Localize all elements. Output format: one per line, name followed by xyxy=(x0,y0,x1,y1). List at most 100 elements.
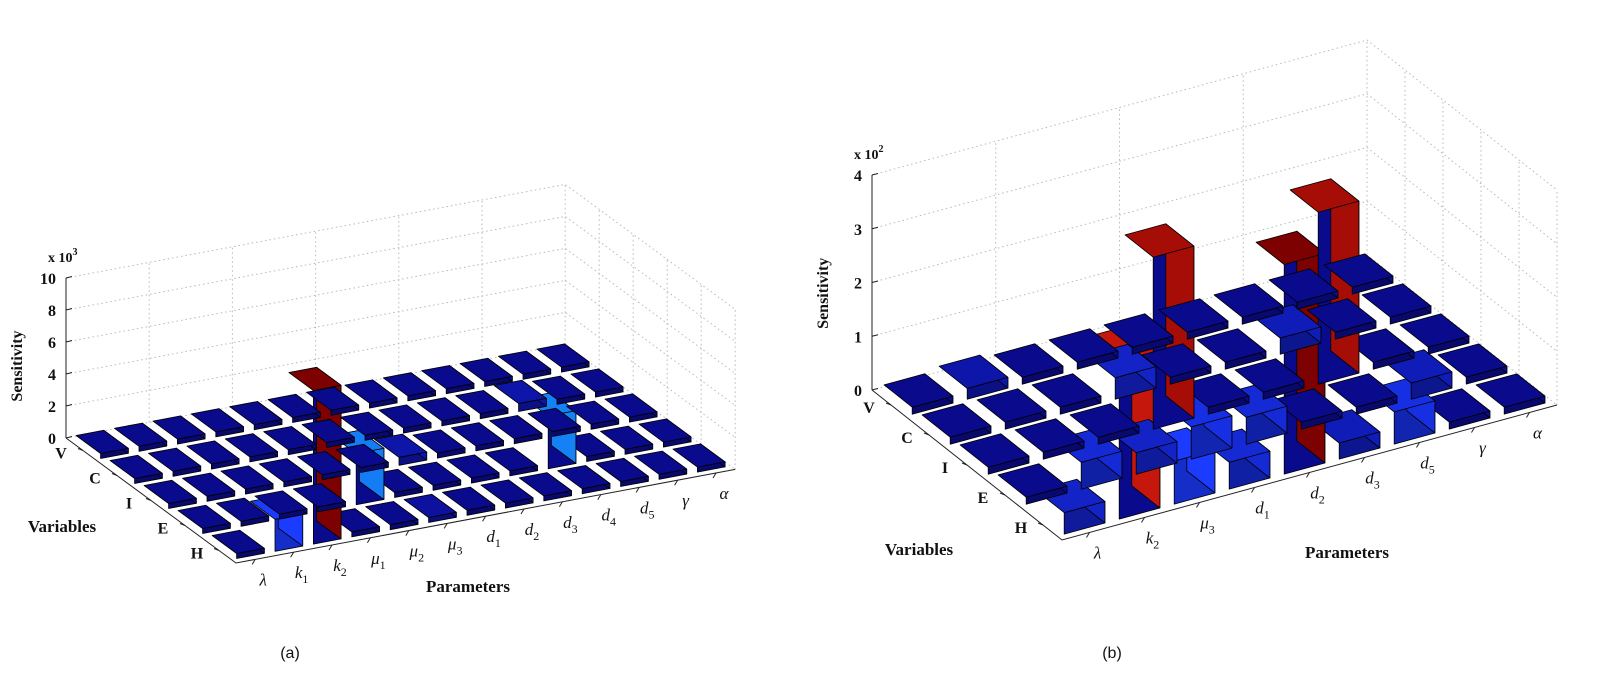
bar-top-face xyxy=(672,443,726,468)
bar-top-face xyxy=(152,415,206,440)
bar-I-k2 xyxy=(220,465,274,495)
bar-top-face xyxy=(267,393,321,418)
exponent-power: 2 xyxy=(879,144,884,155)
bar-I-d3 xyxy=(1234,358,1305,400)
z-tick-label: 3 xyxy=(854,222,862,239)
variable-tick-label: E xyxy=(158,521,169,538)
parameter-tick-label: λ xyxy=(1093,544,1101,563)
parameter-symbol: d xyxy=(1255,499,1264,518)
parameter-subscript: 4 xyxy=(610,515,616,529)
parameter-tick-mark xyxy=(366,537,371,544)
parameter-subscript: 1 xyxy=(1264,508,1270,522)
parameter-subscript: 1 xyxy=(380,558,386,572)
bar-top-face xyxy=(288,366,342,391)
bar-top-face xyxy=(216,497,270,522)
parameter-subscript: 3 xyxy=(1374,478,1380,492)
bar-top-face xyxy=(532,375,586,400)
parameter-tick-mark xyxy=(1196,502,1200,508)
bar-I-d1 xyxy=(374,433,428,466)
variable-tick-label: I xyxy=(126,496,132,513)
bar-top-face xyxy=(301,418,355,443)
parameter-symbol: d xyxy=(1310,484,1319,503)
bar-top-face xyxy=(938,354,1009,389)
z-ticks: 0 1 2 3 4 xyxy=(854,168,879,400)
bar-top-face xyxy=(211,529,265,554)
parameter-tick-label: d5 xyxy=(640,498,655,521)
bar-top-face xyxy=(450,422,504,447)
bar-top-face xyxy=(921,403,992,438)
z-tick-mark xyxy=(65,308,73,311)
bar-V-λ xyxy=(75,429,129,459)
parameter-subscript: 2 xyxy=(533,529,539,543)
parameter-tick-mark xyxy=(1526,412,1530,418)
bar-I-μ3 xyxy=(1069,403,1140,445)
bar-I-μ2 xyxy=(297,451,351,481)
parameter-tick-label: γ xyxy=(1479,439,1487,458)
bar-V-d2 xyxy=(344,379,398,409)
parameter-tick-mark xyxy=(1416,442,1420,448)
bar-C-γ xyxy=(1306,298,1377,340)
parameter-symbol: k xyxy=(295,563,303,582)
bar-top-face xyxy=(997,463,1068,498)
bar-top-face xyxy=(143,479,197,504)
parameter-subscript: 2 xyxy=(1319,493,1325,507)
parameter-symbol: α xyxy=(1533,424,1543,443)
bar-H-γ xyxy=(634,450,688,480)
bar-top-face xyxy=(959,433,1030,468)
bar-V-μ3 xyxy=(267,393,321,423)
bar-top-face xyxy=(1268,268,1339,303)
parameter-symbol: μ xyxy=(447,534,457,553)
bar-top-face xyxy=(408,461,462,486)
parameter-tick-mark xyxy=(520,508,525,515)
bar-C-μ3 xyxy=(1031,373,1102,415)
bar-top-face xyxy=(403,493,457,518)
bar-V-μ2 xyxy=(229,401,283,431)
bar-top-face xyxy=(1158,298,1229,333)
panel-caption: (a) xyxy=(280,645,300,662)
bar-E-λ xyxy=(997,463,1068,505)
bar-top-face xyxy=(229,401,283,426)
bar-H-α xyxy=(1475,373,1546,415)
parameter-tick-mark xyxy=(405,530,410,536)
bar-top-face xyxy=(600,425,654,450)
z-axis-title: Sensitivity xyxy=(815,258,832,329)
back-walls xyxy=(871,39,1558,406)
bar-C-d1 xyxy=(340,411,394,441)
variable-tick-label: I xyxy=(942,460,948,477)
parameter-tick-label: k1 xyxy=(295,563,309,586)
bar-I-μ1 xyxy=(258,458,312,488)
parameter-subscript: 5 xyxy=(648,507,654,521)
parameter-tick-label: d2 xyxy=(525,520,540,543)
parameter-symbol: λ xyxy=(1093,544,1101,563)
bar-top-face xyxy=(1031,373,1102,408)
bar-top-face xyxy=(1213,283,1284,318)
parameter-symbol: λ xyxy=(259,570,267,589)
bar-V-γ xyxy=(498,350,552,380)
parameter-tick-label: k2 xyxy=(333,556,347,579)
z-tick-label: 2 xyxy=(854,276,862,293)
bar-E-d3 xyxy=(484,447,538,477)
bar-top-face xyxy=(254,490,308,515)
bar-C-d3 xyxy=(1196,328,1267,370)
z-tick-label: 1 xyxy=(854,329,862,346)
bar-H-d2 xyxy=(480,479,534,509)
bar-C-λ xyxy=(109,454,163,484)
z-tick-mark xyxy=(65,276,73,279)
z-tick-label: 6 xyxy=(48,335,56,352)
z-tick-label: 2 xyxy=(48,399,56,416)
bar-top-face xyxy=(340,411,394,436)
parameter-tick-mark xyxy=(597,494,602,500)
bar-top-face xyxy=(442,486,496,511)
parameter-tick-label: α xyxy=(720,484,730,503)
bar-top-face xyxy=(182,472,236,497)
bar-I-γ xyxy=(1344,328,1415,370)
parameter-symbol: d xyxy=(486,527,495,546)
parameter-subscript: 3 xyxy=(572,522,578,536)
variable-tick-label: V xyxy=(863,400,875,417)
parameter-tick-label: d5 xyxy=(1420,454,1435,477)
bar-top-face xyxy=(480,479,534,504)
bar-V-d2 xyxy=(1103,313,1174,355)
